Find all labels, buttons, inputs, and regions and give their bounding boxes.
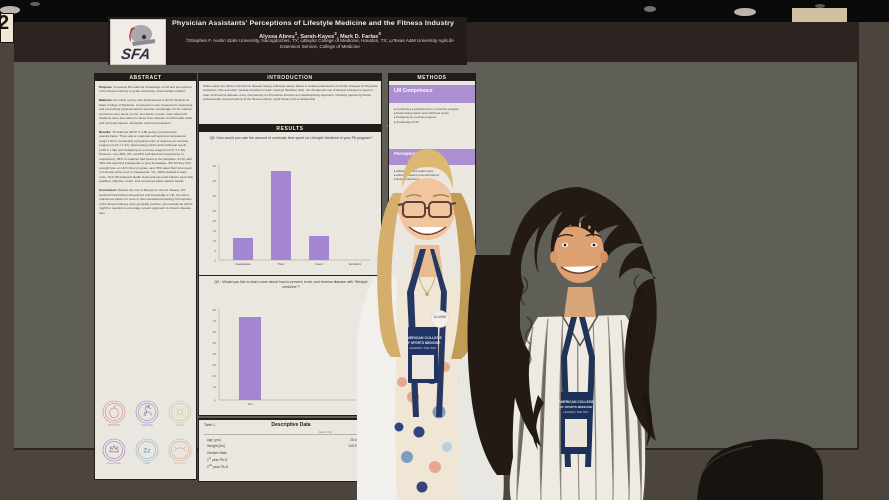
svg-text:AMERICAN COLLEGE: AMERICAN COLLEGE — [404, 336, 442, 340]
svg-text:Poor: Poor — [278, 262, 284, 266]
svg-text:20: 20 — [213, 219, 217, 223]
svg-text:OF SPORTS MEDICINE: OF SPORTS MEDICINE — [406, 341, 441, 345]
svg-text:20: 20 — [213, 374, 217, 378]
svg-text:EXERCISE: EXERCISE — [141, 425, 153, 427]
svg-text:SFA: SFA — [120, 46, 152, 63]
svg-text:AMERICAN COLLEGE: AMERICAN COLLEGE — [558, 400, 594, 404]
svg-text:Good: Good — [315, 262, 323, 266]
svg-text:Yes: Yes — [248, 402, 253, 406]
svg-text:70: 70 — [213, 319, 217, 323]
svg-text:25: 25 — [213, 209, 217, 213]
svg-text:SOCIAL: SOCIAL — [176, 424, 185, 427]
svg-text:ALUMNI: ALUMNI — [434, 315, 447, 319]
svg-text:30: 30 — [213, 363, 217, 367]
svg-text:Zz: Zz — [143, 448, 150, 455]
svg-text:0: 0 — [214, 399, 216, 403]
svg-text:STRESS MGMT: STRESS MGMT — [107, 463, 122, 465]
svg-text:LEADING THE WAY: LEADING THE WAY — [409, 346, 436, 350]
svg-text:15: 15 — [213, 229, 217, 233]
svg-text:50: 50 — [213, 341, 217, 345]
svg-text:40: 40 — [213, 352, 217, 356]
svg-text:LEADING THE WAY: LEADING THE WAY — [563, 410, 589, 414]
svg-text:40: 40 — [213, 164, 217, 168]
svg-text:35: 35 — [213, 179, 217, 183]
svg-text:10: 10 — [213, 385, 217, 389]
svg-text:80: 80 — [213, 308, 217, 312]
svg-text:5: 5 — [214, 249, 216, 253]
svg-text:AVOID RISK: AVOID RISK — [175, 462, 186, 465]
svg-text:OF SPORTS MEDICINE: OF SPORTS MEDICINE — [560, 405, 593, 409]
svg-text:NUTRITION: NUTRITION — [108, 425, 121, 427]
svg-text:10: 10 — [213, 239, 217, 243]
svg-text:Inadequate: Inadequate — [235, 262, 250, 266]
svg-text:30: 30 — [213, 194, 217, 198]
svg-text:SLEEP: SLEEP — [143, 463, 151, 465]
svg-text:60: 60 — [213, 330, 217, 334]
svg-text:0: 0 — [214, 259, 216, 263]
